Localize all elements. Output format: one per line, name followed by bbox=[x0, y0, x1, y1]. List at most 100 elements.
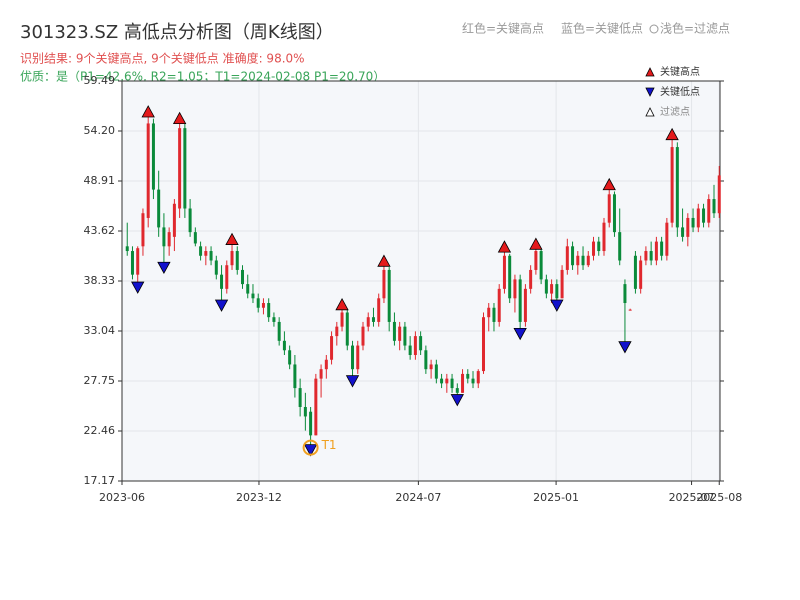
y-tick-label: 17.17 bbox=[84, 474, 116, 487]
candle-body bbox=[581, 255, 585, 266]
candle-body bbox=[298, 388, 302, 407]
candle-body bbox=[544, 279, 548, 294]
candle-body bbox=[282, 340, 286, 351]
annotation-label: T1 bbox=[321, 438, 337, 452]
candle-body bbox=[445, 378, 449, 384]
candle-body bbox=[434, 364, 438, 379]
candle-body bbox=[492, 307, 496, 322]
candle-body bbox=[303, 406, 307, 417]
candle-body bbox=[235, 251, 239, 270]
candle-body bbox=[560, 269, 564, 299]
top-legend-text: 红色=关键高点 bbox=[462, 21, 544, 36]
key-high-marker bbox=[665, 127, 679, 141]
candle-body bbox=[130, 251, 134, 275]
candle-body bbox=[220, 274, 224, 289]
candle-body bbox=[167, 232, 171, 247]
candle-body bbox=[392, 321, 396, 341]
candle-body bbox=[639, 260, 643, 289]
candle-body bbox=[408, 345, 412, 356]
candle-body bbox=[628, 309, 632, 311]
candle-body bbox=[146, 123, 150, 218]
candle-body bbox=[419, 336, 423, 351]
legend-label: 过滤点 bbox=[660, 105, 690, 118]
candle-body bbox=[178, 128, 182, 209]
candle-body bbox=[125, 246, 129, 252]
y-tick-label: 38.33 bbox=[84, 274, 116, 287]
candle-body bbox=[251, 293, 255, 299]
quality-note: 优质：是（P1=42.6%, R2=1.05；T1=2024-02-08 P1=… bbox=[20, 70, 385, 84]
x-tick-label: 2025-01 bbox=[533, 491, 579, 504]
candle-body bbox=[240, 269, 244, 285]
candle-body bbox=[461, 373, 465, 393]
x-tick-label: 2023-12 bbox=[236, 491, 282, 504]
key-high-marker bbox=[335, 297, 349, 311]
candle-body bbox=[162, 227, 166, 247]
candle-body bbox=[691, 217, 695, 228]
legend-icon bbox=[645, 87, 655, 97]
candle-body bbox=[586, 255, 590, 266]
candle-body bbox=[670, 147, 674, 223]
candle-body bbox=[450, 378, 454, 389]
candle-body bbox=[183, 128, 187, 209]
candle-body bbox=[654, 241, 658, 261]
key-low-marker bbox=[450, 394, 464, 407]
candle-body bbox=[592, 241, 596, 256]
candle-body bbox=[151, 123, 155, 190]
candle-body bbox=[366, 317, 370, 327]
candle-body bbox=[377, 298, 381, 322]
candle-body bbox=[141, 213, 145, 247]
candle-body bbox=[539, 251, 543, 280]
key-low-marker bbox=[513, 327, 527, 341]
candle-body bbox=[330, 336, 334, 360]
candle-body bbox=[230, 251, 234, 266]
candle-body bbox=[607, 194, 611, 223]
legend-label: 关键低点 bbox=[660, 85, 700, 98]
y-tick-label: 54.20 bbox=[84, 124, 116, 137]
candle-body bbox=[261, 303, 265, 308]
y-tick-label: 43.62 bbox=[84, 224, 116, 237]
candle-body bbox=[576, 255, 580, 266]
y-tick-label: 33.04 bbox=[84, 324, 116, 337]
candle-body bbox=[361, 326, 365, 346]
candle-body bbox=[387, 269, 391, 322]
candle-body bbox=[199, 246, 203, 256]
key-low-marker bbox=[303, 444, 318, 457]
candle-body bbox=[602, 222, 606, 252]
candle-body bbox=[618, 232, 622, 261]
candle-body bbox=[597, 241, 601, 252]
candle-body bbox=[398, 326, 402, 341]
candle-body bbox=[675, 147, 679, 228]
legend-label: 关键高点 bbox=[660, 65, 700, 78]
legend-icon bbox=[645, 67, 655, 77]
key-high-marker bbox=[529, 237, 543, 250]
chart-title: 301323.SZ 高低点分析图（周K线图） bbox=[20, 22, 334, 43]
candle-body bbox=[502, 255, 506, 289]
candle-body bbox=[550, 284, 554, 294]
candle-body bbox=[356, 345, 360, 370]
candle-body bbox=[272, 317, 276, 322]
candle-body bbox=[660, 241, 664, 256]
candle-body bbox=[702, 208, 706, 223]
candle-body bbox=[246, 284, 250, 294]
candle-body bbox=[487, 307, 491, 318]
candle-body bbox=[309, 411, 313, 436]
legend-icon bbox=[645, 107, 655, 117]
key-low-marker bbox=[214, 299, 229, 312]
candle-body bbox=[288, 350, 292, 365]
x-tick-label: 2025-08 bbox=[696, 491, 742, 504]
candle-body bbox=[429, 364, 433, 370]
subtitle: 识别结果: 9个关键高点, 9个关键低点 准确度: 98.0% bbox=[20, 51, 305, 66]
key-high-marker bbox=[141, 105, 155, 118]
y-tick-label: 27.75 bbox=[84, 374, 116, 387]
candle-body bbox=[188, 208, 192, 233]
candle-body bbox=[681, 227, 685, 237]
x-tick-label: 2023-06 bbox=[99, 491, 145, 504]
candle-body bbox=[293, 364, 297, 389]
candle-body bbox=[371, 317, 375, 322]
candle-body bbox=[340, 312, 344, 327]
candle-body bbox=[413, 336, 417, 356]
candle-body bbox=[172, 203, 176, 237]
candle-body bbox=[157, 189, 161, 228]
candle-body bbox=[214, 260, 218, 275]
